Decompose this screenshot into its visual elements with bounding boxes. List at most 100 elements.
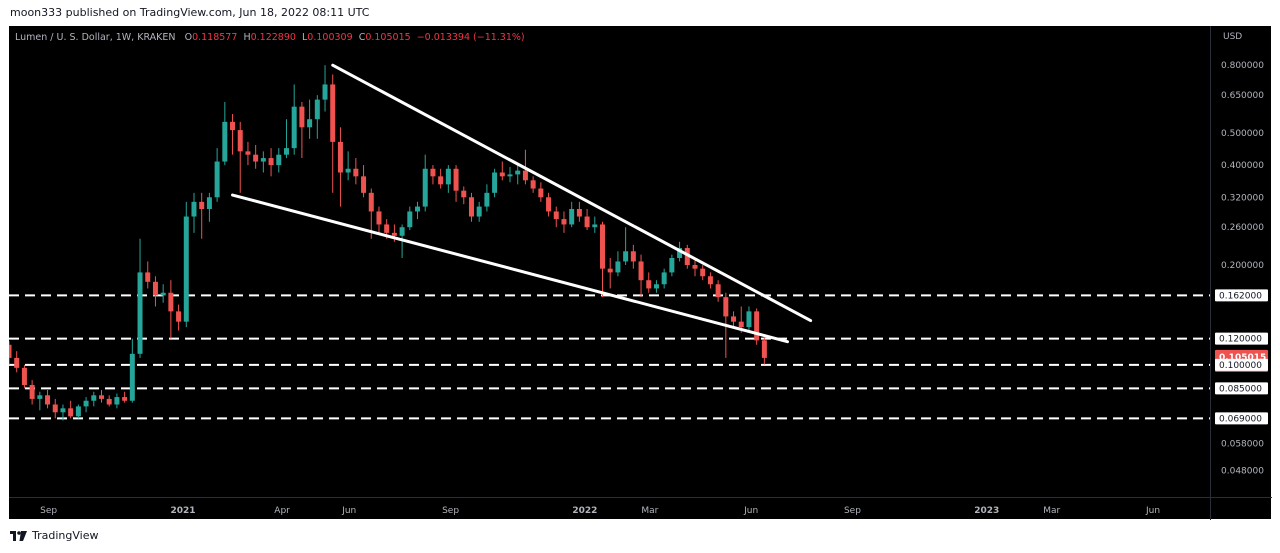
candle-down xyxy=(68,408,74,417)
candle-up xyxy=(569,208,575,225)
candle-up xyxy=(653,284,659,289)
candle-down xyxy=(499,172,505,177)
high-value: 0.122890 xyxy=(250,32,296,43)
price-tick-label: 0.058000 xyxy=(1221,439,1264,449)
candle-up xyxy=(276,154,282,166)
time-tick-label: Sep xyxy=(40,506,57,516)
candle-down xyxy=(45,395,51,405)
candlestick-plot[interactable] xyxy=(6,26,1210,497)
candle-down xyxy=(391,232,397,236)
candle-down xyxy=(245,151,251,155)
candle-down xyxy=(29,384,35,399)
line-price-label: 0.120000 xyxy=(1219,335,1262,345)
axis-corner xyxy=(1210,497,1272,520)
candle-up xyxy=(515,170,521,175)
candle-up xyxy=(507,174,513,177)
candle-up xyxy=(114,397,120,405)
candle-up xyxy=(214,161,220,198)
candle-up xyxy=(314,99,320,120)
candle-down xyxy=(52,404,58,413)
open-value: 0.118577 xyxy=(192,32,238,43)
candle-down xyxy=(353,168,359,177)
candle-up xyxy=(183,216,189,322)
candle-up xyxy=(677,248,683,258)
line-price-label: 0.162000 xyxy=(1219,291,1262,301)
price-axis-svg[interactable]: USD 0.800000 0.650000 0.500000 0.400000 0.320… xyxy=(1211,26,1272,497)
candle-down xyxy=(607,268,613,273)
symbol-legend: Lumen / U. S. Dollar, 1W, KRAKEN O0.1185… xyxy=(15,32,525,43)
candle-up xyxy=(445,168,451,185)
candle-down xyxy=(376,211,382,225)
candle-down xyxy=(14,357,20,368)
time-axis-svg[interactable]: Sep 2021 Apr Jun Sep 2022 Mar Jun Sep 2023 Mar Jun xyxy=(9,498,1210,520)
line-price-box xyxy=(1215,289,1268,302)
candle-down xyxy=(646,280,652,289)
time-axis[interactable]: Sep 2021 Apr Jun Sep 2022 Mar Jun Sep 2023 Mar Jun xyxy=(9,497,1210,520)
candle-up xyxy=(137,272,143,354)
line-price-label: 0.069000 xyxy=(1219,414,1262,424)
candle-down xyxy=(538,188,544,198)
wedge-trendline xyxy=(331,63,813,323)
candle-up xyxy=(291,106,297,149)
close-label: C xyxy=(358,32,366,43)
plot-area[interactable]: Lumen / U. S. Dollar, 1W, KRAKEN O0.1185… xyxy=(6,26,1210,497)
candle-down xyxy=(546,197,552,212)
time-tick-label: Mar xyxy=(641,506,658,516)
footer: TradingView xyxy=(10,529,98,542)
candle-up xyxy=(222,121,228,162)
open-label: O xyxy=(184,32,193,43)
candle-down xyxy=(268,158,274,166)
candle-down xyxy=(168,292,174,312)
candle-down xyxy=(176,311,182,322)
candle-down xyxy=(638,261,644,281)
price-tick-label: 0.200000 xyxy=(1221,261,1264,271)
time-tick-label: Jun xyxy=(743,506,758,516)
candle-up xyxy=(191,201,197,217)
price-axis[interactable]: USD 0.800000 0.650000 0.500000 0.400000 0.320… xyxy=(1210,26,1272,497)
chart-frame[interactable]: Lumen / U. S. Dollar, 1W, KRAKEN O0.1185… xyxy=(6,26,1272,520)
candle-down xyxy=(723,297,729,317)
candle-down xyxy=(584,216,590,228)
candle-up xyxy=(407,211,413,228)
line-price-box xyxy=(1215,382,1268,395)
candle-down xyxy=(468,197,474,217)
candle-down xyxy=(253,154,259,162)
candle-up xyxy=(484,192,490,207)
candle-up xyxy=(129,353,135,401)
candle-up xyxy=(415,206,421,212)
candle-down xyxy=(384,224,390,233)
last-price-label: 0.105015 xyxy=(1219,353,1266,363)
candle-up xyxy=(160,292,166,296)
line-price-box xyxy=(1215,332,1268,345)
candle-up xyxy=(623,251,629,262)
close-value: 0.105015 xyxy=(365,32,411,43)
price-tick-label: 0.320000 xyxy=(1221,193,1264,203)
candle-down xyxy=(561,219,567,225)
candle-down xyxy=(738,321,744,328)
candle-down xyxy=(237,130,243,152)
candle-down xyxy=(199,201,205,209)
time-tick-label: Jun xyxy=(1145,506,1160,516)
candle-down xyxy=(754,311,760,341)
footer-brand: TradingView xyxy=(32,529,99,542)
time-tick-label: Sep xyxy=(442,506,459,516)
time-tick-label: 2021 xyxy=(170,506,195,516)
candle-down xyxy=(630,251,636,262)
candle-up xyxy=(422,168,428,207)
low-label: L xyxy=(302,32,308,43)
symbol-title: Lumen / U. S. Dollar, 1W, KRAKEN xyxy=(15,32,176,43)
candle-down xyxy=(761,340,767,358)
candle-up xyxy=(283,148,289,155)
candle-up xyxy=(615,261,621,273)
candle-up xyxy=(37,395,43,399)
candle-down xyxy=(152,281,158,296)
line-price-box xyxy=(1215,412,1268,425)
low-value: 0.100309 xyxy=(307,32,353,43)
candle-down xyxy=(522,170,528,181)
time-tick-label: Apr xyxy=(274,506,290,516)
candle-down xyxy=(361,176,367,193)
time-tick-label: Jun xyxy=(341,506,356,516)
candle-up xyxy=(307,119,313,128)
candle-up xyxy=(661,272,667,285)
candle-down xyxy=(684,248,690,266)
